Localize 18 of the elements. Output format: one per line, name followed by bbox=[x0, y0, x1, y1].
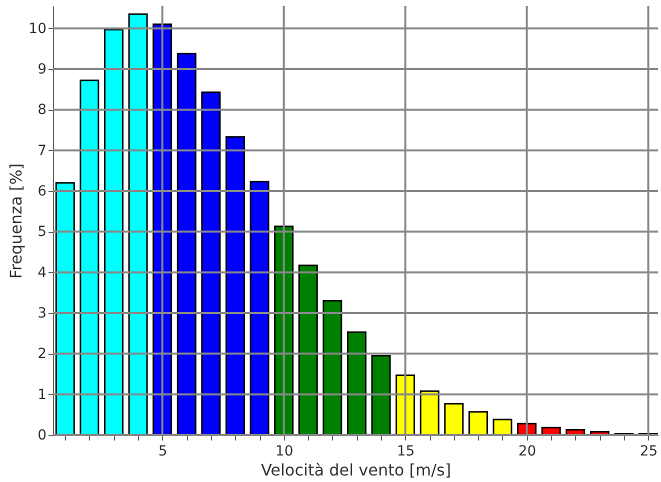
x-axis-title: Velocità del vento [m/s] bbox=[260, 460, 452, 480]
x-tick-label: 10 bbox=[275, 444, 294, 460]
y-tick-label: 2 bbox=[38, 346, 46, 362]
x-tick-label: 15 bbox=[396, 444, 415, 460]
y-tick-label: 3 bbox=[38, 306, 46, 322]
x-tick-label: 20 bbox=[518, 444, 536, 460]
y-tick-label: 5 bbox=[38, 224, 46, 240]
y-tick-label: 6 bbox=[38, 184, 47, 200]
y-tick-label: 1 bbox=[38, 386, 46, 403]
y-tick-label: 0 bbox=[38, 428, 46, 444]
y-tick-label: 4 bbox=[38, 264, 47, 281]
x-tick-label: 5 bbox=[158, 444, 168, 460]
y-axis-title: Frequenza [%] bbox=[6, 163, 26, 279]
x-tick-label: 25 bbox=[640, 444, 658, 460]
y-tick-label: 10 bbox=[28, 20, 46, 37]
y-tick-label: 8 bbox=[38, 102, 46, 118]
y-tick-label: 7 bbox=[38, 142, 46, 159]
y-tick-label: 9 bbox=[38, 62, 46, 78]
